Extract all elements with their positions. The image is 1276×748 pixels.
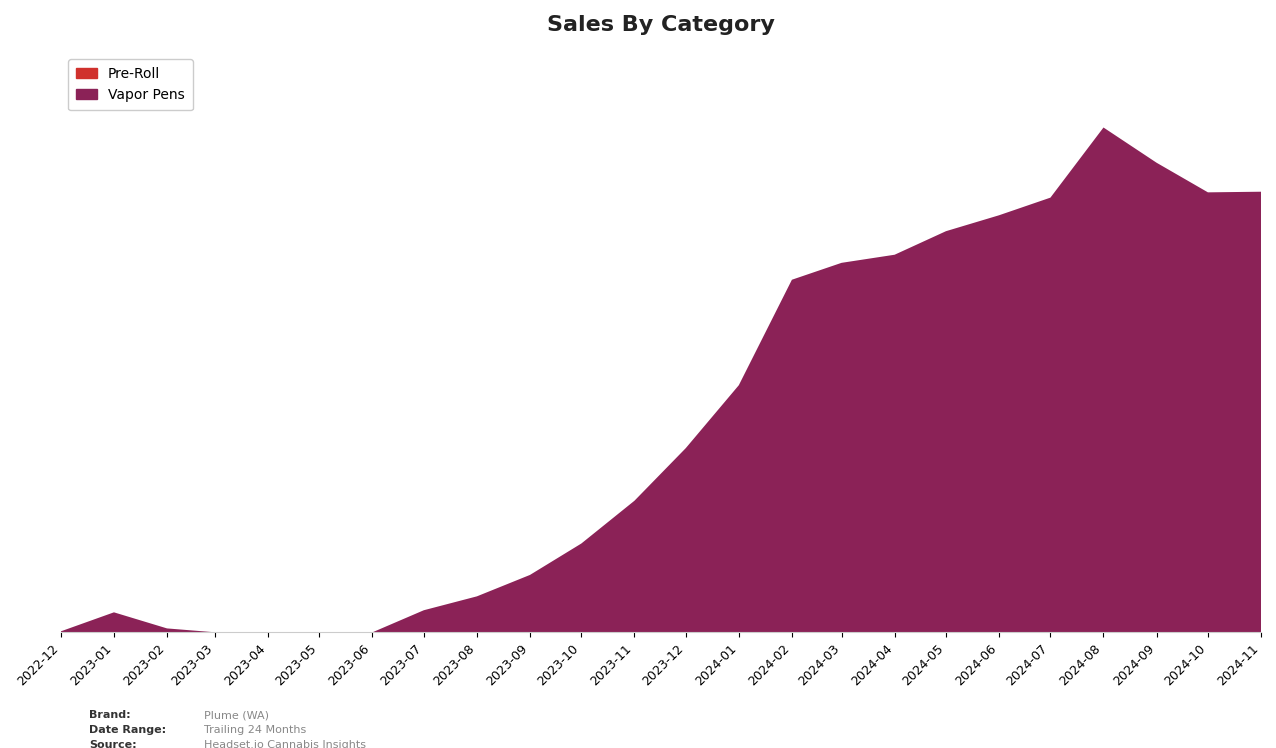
Text: Brand:: Brand: bbox=[89, 710, 131, 720]
Text: Plume (WA): Plume (WA) bbox=[204, 710, 269, 720]
Legend: Pre-Roll, Vapor Pens: Pre-Roll, Vapor Pens bbox=[68, 59, 193, 111]
Text: Source:: Source: bbox=[89, 740, 137, 748]
Text: Headset.io Cannabis Insights: Headset.io Cannabis Insights bbox=[204, 740, 366, 748]
Text: Date Range:: Date Range: bbox=[89, 725, 166, 735]
Title: Sales By Category: Sales By Category bbox=[547, 15, 775, 35]
Text: Trailing 24 Months: Trailing 24 Months bbox=[204, 725, 306, 735]
